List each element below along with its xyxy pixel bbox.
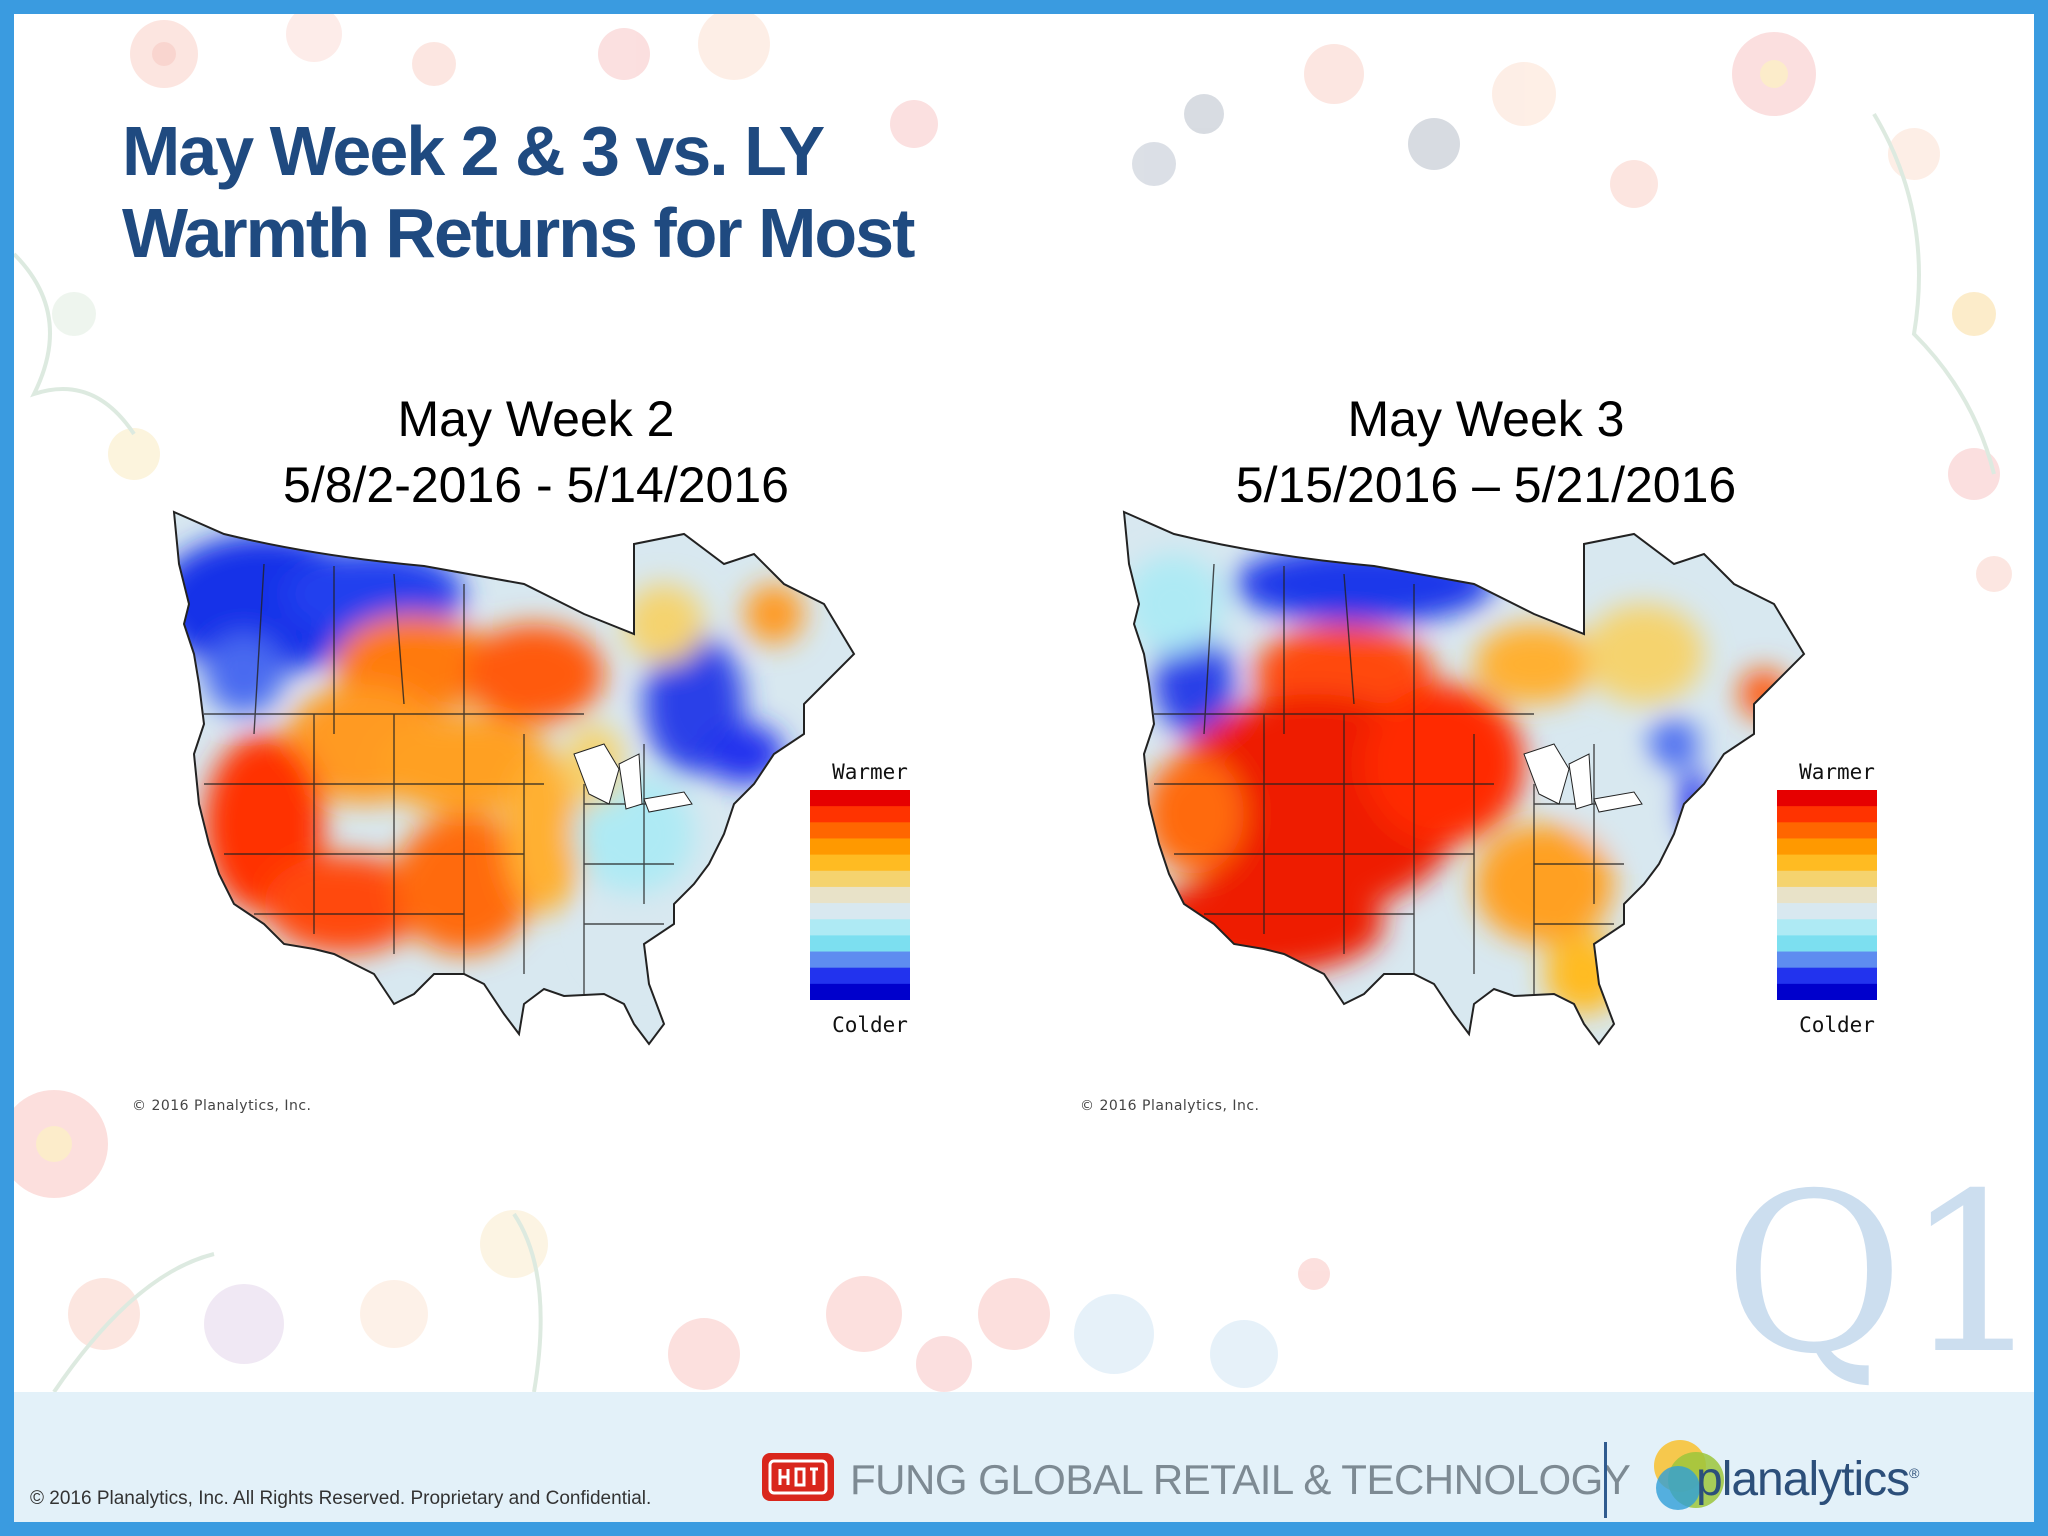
footer-divider <box>1604 1442 1607 1518</box>
legend-week3-warmer-label: Warmer <box>1799 760 1875 784</box>
legend-color-swatch <box>1777 790 1877 807</box>
footer-bar: © 2016 Planalytics, Inc. All Rights Rese… <box>14 1392 2034 1522</box>
fung-logo-icon <box>762 1453 834 1501</box>
legend-week3: Warmer Colder <box>1777 760 1897 1037</box>
planalytics-name: planalytics® <box>1696 1452 1919 1507</box>
slide-title-line2: Warmth Returns for Most <box>122 194 915 272</box>
legend-color-swatch <box>1777 870 1877 888</box>
legend-week2-colder-label: Colder <box>832 1013 908 1037</box>
map-copyright-week2: © 2016 Planalytics, Inc. <box>132 1098 312 1114</box>
map-heading-week3: May Week 3 5/15/2016 – 5/21/2016 <box>1136 386 1836 518</box>
map-heading-week3-label: May Week 3 <box>1347 391 1625 447</box>
legend-color-swatch <box>810 919 910 936</box>
legend-color-swatch <box>810 951 910 969</box>
legend-week3-colder-label: Colder <box>1799 1013 1875 1037</box>
slide-frame: May Week 2 & 3 vs. LY Warmth Returns for… <box>14 14 2034 1522</box>
map-heading-week2-label: May Week 2 <box>397 391 675 447</box>
slide-title-line1: May Week 2 & 3 vs. LY <box>122 112 825 190</box>
map-copyright-week3: © 2016 Planalytics, Inc. <box>1080 1098 1260 1114</box>
map-heading-week2: May Week 2 5/8/2-2016 - 5/14/2016 <box>186 386 886 518</box>
temperature-map-week3 <box>1122 510 1806 1046</box>
slide-title: May Week 2 & 3 vs. LY Warmth Returns for… <box>122 110 915 274</box>
floral-background <box>14 14 2012 1394</box>
legend-color-swatch <box>810 854 910 872</box>
planalytics-logo-icon <box>1654 1440 1724 1510</box>
legend-color-swatch <box>1777 951 1877 969</box>
legend-color-swatch <box>810 967 910 985</box>
map-heading-week2-dates: 5/8/2-2016 - 5/14/2016 <box>283 457 789 513</box>
legend-color-swatch <box>1777 967 1877 985</box>
legend-color-swatch <box>1777 854 1877 872</box>
legend-week2: Warmer Colder <box>810 760 930 1037</box>
legend-color-swatch <box>1777 838 1877 856</box>
legend-color-swatch <box>1777 935 1877 953</box>
legend-color-swatch <box>810 838 910 856</box>
legend-color-swatch <box>810 983 910 1001</box>
legend-color-swatch <box>810 870 910 888</box>
legend-color-swatch <box>810 790 910 807</box>
legend-week2-color-bar <box>810 790 910 1001</box>
footer-copyright: © 2016 Planalytics, Inc. All Rights Rese… <box>30 1488 652 1509</box>
legend-color-swatch <box>1777 886 1877 904</box>
legend-week3-color-bar <box>1777 790 1877 1001</box>
legend-color-swatch <box>810 935 910 953</box>
legend-color-swatch <box>1777 919 1877 936</box>
quarter-watermark: Q1 <box>1723 1146 2034 1402</box>
legend-color-swatch <box>1777 806 1877 823</box>
legend-color-swatch <box>810 886 910 904</box>
legend-week2-warmer-label: Warmer <box>832 760 908 784</box>
planalytics-name-text: planalytics <box>1696 1453 1910 1506</box>
legend-color-swatch <box>1777 983 1877 1001</box>
temperature-map-week2 <box>172 510 856 1046</box>
legend-color-swatch <box>810 822 910 839</box>
legend-color-swatch <box>1777 903 1877 920</box>
legend-color-swatch <box>1777 822 1877 839</box>
planalytics-trademark: ® <box>1909 1465 1919 1481</box>
fung-company-name: FUNG GLOBAL RETAIL & TECHNOLOGY <box>850 1456 1631 1503</box>
map-heading-week3-dates: 5/15/2016 – 5/21/2016 <box>1235 457 1737 513</box>
legend-color-swatch <box>810 806 910 823</box>
legend-color-swatch <box>810 903 910 920</box>
